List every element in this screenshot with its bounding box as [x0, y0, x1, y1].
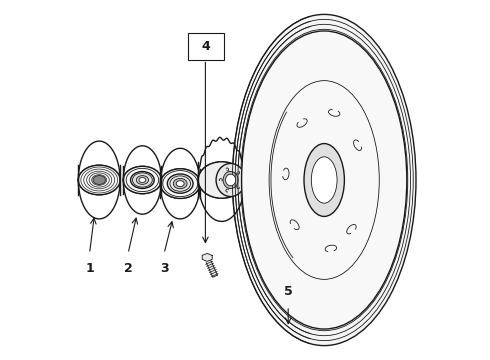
Text: 2: 2 — [123, 262, 132, 275]
Ellipse shape — [136, 176, 148, 184]
Ellipse shape — [304, 144, 344, 216]
Text: 3: 3 — [160, 262, 168, 275]
Ellipse shape — [173, 179, 187, 189]
Ellipse shape — [93, 176, 105, 184]
Ellipse shape — [242, 31, 407, 329]
Ellipse shape — [311, 157, 337, 203]
Ellipse shape — [176, 181, 184, 186]
Ellipse shape — [223, 171, 238, 189]
Ellipse shape — [160, 169, 200, 198]
Ellipse shape — [130, 171, 154, 189]
Ellipse shape — [198, 162, 245, 198]
Ellipse shape — [78, 165, 120, 195]
Ellipse shape — [232, 14, 416, 346]
Text: 1: 1 — [85, 262, 94, 275]
FancyBboxPatch shape — [189, 33, 224, 60]
Text: 4: 4 — [201, 40, 210, 53]
Ellipse shape — [160, 169, 200, 198]
Ellipse shape — [78, 165, 120, 195]
Ellipse shape — [123, 166, 162, 194]
Polygon shape — [206, 261, 218, 277]
Ellipse shape — [139, 177, 146, 183]
Ellipse shape — [225, 174, 236, 186]
Text: 5: 5 — [284, 285, 293, 298]
Ellipse shape — [216, 163, 245, 197]
Ellipse shape — [123, 166, 162, 194]
Polygon shape — [202, 253, 212, 261]
Ellipse shape — [198, 162, 245, 198]
Ellipse shape — [167, 174, 193, 193]
